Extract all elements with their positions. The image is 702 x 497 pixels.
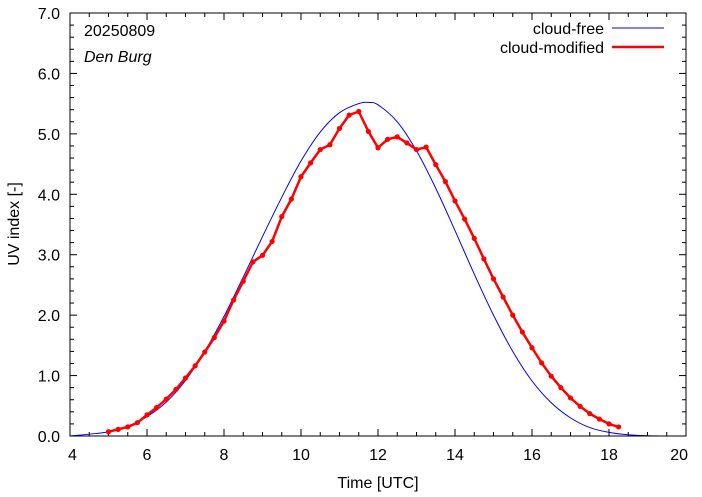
data-point-cloud-modified — [192, 363, 198, 369]
data-point-cloud-modified — [519, 329, 525, 335]
data-point-cloud-modified — [144, 412, 150, 418]
y-tick-label: 0.0 — [38, 429, 60, 446]
data-point-cloud-modified — [298, 174, 304, 180]
data-point-cloud-modified — [548, 373, 554, 379]
data-point-cloud-modified — [558, 385, 564, 391]
data-point-cloud-modified — [413, 146, 420, 153]
data-point-cloud-modified — [336, 125, 343, 132]
data-point-cloud-modified — [221, 318, 227, 324]
data-point-cloud-modified — [115, 426, 121, 432]
legend-label-cloud-free: cloud-free — [533, 21, 604, 38]
data-point-cloud-modified — [452, 198, 458, 204]
data-point-cloud-modified — [596, 416, 602, 422]
y-tick-label: 3.0 — [38, 248, 60, 265]
series-line-cloud-free — [69, 101, 687, 437]
data-point-cloud-modified — [490, 276, 497, 282]
plot-frame — [69, 12, 687, 437]
y-axis-title: UV index [-] — [6, 182, 23, 266]
tick-labels: 4 6 8 10 12 14 16 18 20 0.0 1.0 2.0 3.0 4.0 5.0 6.0 7.0 — [38, 6, 688, 464]
x-tick-label: 14 — [446, 447, 464, 464]
data-point-cloud-modified — [365, 128, 371, 135]
data-point-cloud-modified — [125, 424, 131, 430]
data-point-cloud-modified — [202, 349, 208, 355]
x-tick-label: 20 — [670, 447, 688, 464]
data-point-cloud-modified — [510, 312, 516, 318]
x-tick-label: 18 — [600, 447, 618, 464]
data-point-cloud-modified — [250, 259, 256, 265]
data-point-cloud-modified — [346, 112, 352, 118]
x-tick-label: 4 — [68, 447, 77, 464]
legend: cloud-free cloud-modified — [500, 21, 664, 57]
data-point-cloud-modified — [529, 345, 535, 351]
data-point-cloud-modified — [481, 256, 487, 262]
y-tick-label: 1.0 — [38, 369, 60, 386]
data-point-cloud-modified — [462, 216, 468, 222]
y-tick-label: 6.0 — [38, 66, 60, 83]
x-tick-label: 10 — [292, 447, 310, 464]
data-point-cloud-modified — [317, 146, 323, 153]
x-tick-label: 8 — [220, 447, 229, 464]
date-annotation: 20250809 — [84, 23, 155, 40]
data-point-cloud-modified — [105, 429, 112, 435]
data-point-cloud-modified — [394, 134, 400, 140]
data-point-cloud-modified — [500, 294, 506, 300]
x-tick-label: 12 — [369, 447, 387, 464]
data-point-cloud-modified — [231, 297, 237, 303]
y-tick-label: 7.0 — [38, 6, 60, 23]
data-point-cloud-modified — [308, 160, 314, 166]
data-point-cloud-modified — [163, 396, 169, 402]
series-line-cloud-modified — [108, 110, 620, 433]
data-point-cloud-modified — [539, 360, 545, 366]
data-point-cloud-modified — [471, 235, 477, 241]
data-point-cloud-modified — [269, 238, 275, 245]
data-point-cloud-modified — [211, 334, 217, 341]
y-tick-label: 4.0 — [38, 187, 60, 204]
x-axis-title: Time [UTC] — [337, 475, 418, 492]
legend-label-cloud-modified: cloud-modified — [500, 40, 604, 57]
data-point-cloud-modified — [433, 162, 439, 168]
data-point-cloud-modified — [606, 421, 612, 427]
data-point-cloud-modified — [154, 405, 160, 411]
data-point-cloud-modified — [616, 424, 622, 430]
data-point-cloud-modified — [240, 278, 246, 284]
data-point-cloud-modified — [423, 144, 429, 150]
y-tick-label: 2.0 — [38, 308, 60, 325]
series-layer — [69, 101, 687, 437]
data-point-cloud-modified — [356, 108, 362, 115]
data-point-cloud-modified — [375, 145, 381, 151]
data-point-cloud-modified — [279, 214, 285, 220]
data-point-cloud-modified — [385, 136, 391, 142]
data-point-cloud-modified — [442, 179, 448, 185]
location-annotation: Den Burg — [84, 49, 152, 66]
data-point-cloud-modified — [182, 375, 189, 381]
data-point-cloud-modified — [404, 140, 410, 146]
data-point-cloud-modified — [173, 386, 179, 393]
data-point-cloud-modified — [288, 196, 294, 202]
data-point-cloud-modified — [587, 411, 593, 417]
axis-ticks — [69, 12, 687, 437]
y-tick-label: 5.0 — [38, 127, 60, 144]
data-point-cloud-modified — [259, 252, 266, 258]
data-point-cloud-modified — [327, 142, 333, 148]
data-point-cloud-modified — [134, 420, 140, 426]
x-tick-label: 6 — [143, 447, 152, 464]
data-point-cloud-modified — [577, 403, 583, 409]
x-tick-label: 16 — [523, 447, 541, 464]
data-point-cloud-modified — [567, 395, 574, 401]
